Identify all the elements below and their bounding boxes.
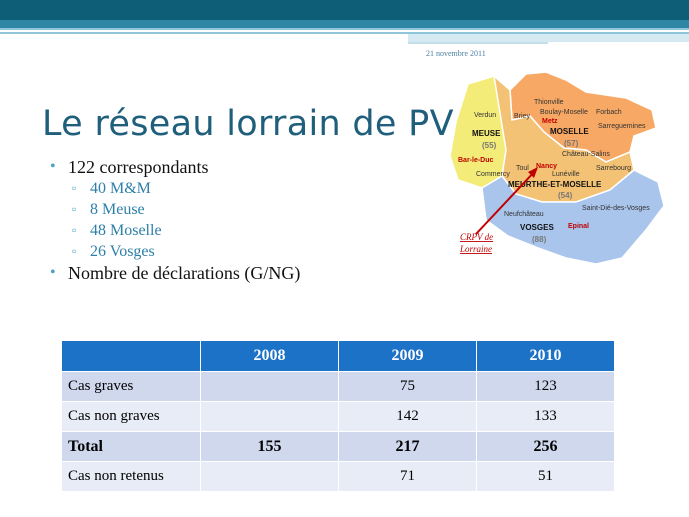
crpv-label-line1: CRPV de	[460, 232, 493, 242]
map-city-toul: Toul	[516, 165, 529, 172]
top-banner-mid	[0, 20, 689, 28]
table-header-cell: 2008	[200, 341, 339, 372]
table-cell: 217	[338, 431, 477, 462]
map-city-nancy: Nancy	[536, 163, 557, 170]
table-cell	[200, 401, 339, 432]
declarations-table: 2008 2009 2010 Cas graves 75 123 Cas non…	[62, 341, 615, 491]
map-city-metz: Metz	[542, 118, 558, 125]
crpv-arrow-head	[528, 167, 538, 178]
map-city-boulay: Boulay-Moselle	[540, 109, 588, 116]
bullet-declarations: Nombre de déclarations (G/NG)	[50, 262, 300, 284]
table-row-label: Cas non graves	[62, 401, 201, 432]
table-cell: 75	[338, 371, 477, 402]
map-city-chateau-salins: Château-Salins	[562, 151, 610, 158]
map-count-mm: (54)	[558, 191, 573, 200]
top-banner	[0, 0, 689, 20]
map-city-epinal: Epinal	[568, 223, 589, 230]
table-row-total: Total 155 217 256	[62, 431, 615, 462]
date-tab	[408, 34, 689, 42]
map-city-commercy: Commercy	[476, 171, 510, 178]
table-row-label: Cas graves	[62, 371, 201, 402]
bullet-list: 122 correspondants 40 M&M 8 Meuse 48 Mos…	[50, 156, 300, 284]
table-cell: 51	[476, 461, 615, 491]
map-count-moselle: (57)	[564, 139, 579, 148]
map-city-neufchateau: Neufchâteau	[504, 211, 544, 218]
table-row: Cas non retenus 71 51	[62, 461, 615, 491]
map-city-forbach: Forbach	[596, 109, 622, 116]
table-row-label: Cas non retenus	[62, 461, 201, 491]
map-city-luneville: Lunéville	[552, 171, 580, 178]
map-city-thionville: Thionville	[534, 99, 564, 106]
slide-title: Le réseau lorrain de PV	[42, 104, 454, 144]
map-city-sarreguemines: Sarreguemines	[598, 123, 646, 130]
map-city-sarrebourg: Sarrebourg	[596, 165, 631, 172]
map-count-vosges: (88)	[532, 235, 547, 244]
slide-date: 21 novembre 2011	[426, 49, 486, 58]
table-cell: 71	[338, 461, 477, 491]
map-city-bar-le-duc: Bar-le-Duc	[458, 157, 494, 164]
table-cell: 256	[476, 431, 615, 462]
map-city-verdun: Verdun	[474, 112, 496, 119]
lorraine-map: Verdun Briey Thionville Boulay-Moselle F…	[449, 71, 665, 265]
date-tab-line	[408, 42, 548, 44]
map-city-briey: Briey	[514, 113, 530, 120]
map-count-meuse: (55)	[482, 141, 497, 150]
table-header-row: 2008 2009 2010	[62, 341, 615, 372]
map-label-moselle: MOSELLE	[550, 127, 589, 136]
table-header-cell	[62, 341, 201, 372]
sub-bullet-vosges: 26 Vosges	[50, 241, 300, 262]
bullet-correspondants: 122 correspondants	[50, 156, 300, 178]
map-label-vosges: VOSGES	[520, 223, 554, 232]
table-row: Cas non graves 142 133	[62, 401, 615, 432]
table-cell: 133	[476, 401, 615, 432]
map-city-saint-die: Saint-Dié-des-Vosges	[582, 205, 650, 212]
table-header-cell: 2010	[476, 341, 615, 372]
table-cell: 123	[476, 371, 615, 402]
sub-bullet-moselle: 48 Moselle	[50, 220, 300, 241]
table-cell	[200, 371, 339, 402]
sub-bullet-meuse: 8 Meuse	[50, 199, 300, 220]
map-label-meuse: MEUSE	[472, 129, 501, 138]
map-region-vosges	[481, 169, 665, 265]
table-row: Cas graves 75 123	[62, 371, 615, 402]
top-banner-line	[0, 30, 689, 32]
crpv-arrow	[475, 169, 537, 235]
table-header-cell: 2009	[338, 341, 477, 372]
map-label-mm: MEURTHE-ET-MOSELLE	[508, 180, 602, 189]
crpv-label-line2: Lorraine	[459, 244, 492, 254]
table-cell	[200, 461, 339, 491]
table-cell: 155	[200, 431, 339, 462]
table-cell: 142	[338, 401, 477, 432]
table-row-label: Total	[62, 431, 201, 462]
sub-bullet-mm: 40 M&M	[50, 178, 300, 199]
